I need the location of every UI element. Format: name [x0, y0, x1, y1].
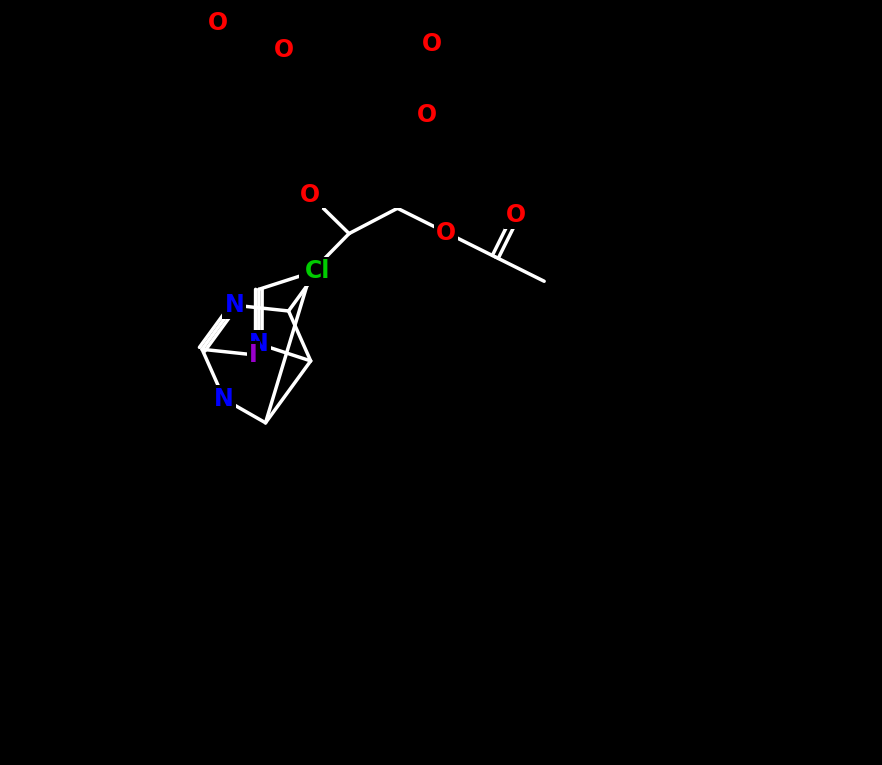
Text: N: N [214, 387, 234, 412]
Text: Cl: Cl [305, 259, 330, 283]
Text: N: N [249, 332, 269, 356]
Text: O: O [422, 32, 442, 56]
Text: N: N [301, 261, 321, 285]
Text: O: O [437, 220, 457, 245]
Text: N: N [224, 293, 244, 317]
Text: I: I [250, 343, 258, 366]
Text: O: O [506, 203, 526, 227]
Text: O: O [300, 184, 320, 207]
Text: O: O [416, 103, 437, 128]
Text: O: O [273, 37, 294, 62]
Text: O: O [207, 11, 228, 34]
